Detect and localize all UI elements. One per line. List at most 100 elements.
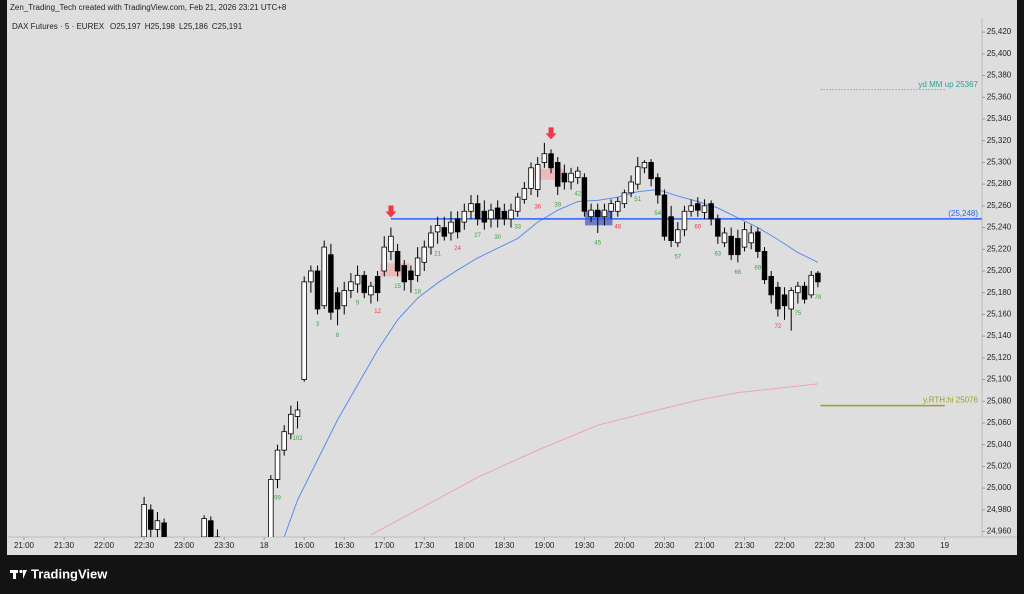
bar-count: 3 (316, 322, 320, 328)
bar-count: 66 (734, 270, 741, 276)
candle-body (334, 292, 341, 310)
y-tick-label: 25,400 (987, 49, 1012, 58)
y-tick-label: 25,260 (987, 201, 1012, 210)
y-tick-label: 25,080 (987, 396, 1012, 405)
candle-body (761, 251, 768, 281)
signal-arrow (545, 127, 557, 140)
bar-count: 24 (454, 246, 461, 252)
candle-body (314, 270, 321, 310)
level-label: y.RTH.hi 25076 (923, 396, 978, 405)
candle-body (354, 274, 361, 285)
bar-count: 60 (694, 224, 701, 230)
candle-body (294, 409, 301, 417)
bar-count: 51 (634, 197, 641, 203)
candle-body (548, 153, 554, 169)
brand-logo: TradingView (10, 566, 108, 581)
candle-body (514, 196, 521, 212)
candle-body (148, 509, 154, 530)
y-tick-label: 25,420 (987, 27, 1012, 36)
candle-body (608, 203, 614, 212)
y-tick-label: 25,160 (987, 310, 1012, 319)
y-tick-label: 25,140 (987, 331, 1012, 340)
candle-body (501, 210, 508, 220)
y-tick-label: 25,020 (987, 462, 1012, 471)
candle-body (481, 210, 488, 223)
x-tick-label: 19:30 (574, 541, 595, 550)
candle-body (208, 520, 214, 537)
bar-count: 48 (614, 224, 621, 230)
candle-body (421, 246, 428, 263)
candle-body (781, 294, 788, 307)
candle-body (461, 210, 468, 223)
x-tick-label: 22:30 (815, 541, 836, 550)
y-tick-label: 25,040 (987, 440, 1012, 449)
candle-body (728, 235, 734, 256)
candle-body (541, 153, 548, 163)
brand-name: TradingView (31, 566, 108, 581)
bar-count: 21 (434, 251, 441, 257)
candle-body (775, 286, 781, 310)
candle-body (675, 229, 681, 244)
candle-body (648, 162, 654, 180)
candle-body (301, 281, 307, 380)
x-tick-label: 18:00 (454, 541, 475, 550)
bar-count: 99 (274, 496, 281, 502)
bar-count: 102 (293, 436, 304, 442)
candle-body (154, 520, 161, 530)
bar-count: 72 (775, 324, 782, 330)
moving-average (370, 383, 818, 536)
candle-body (641, 162, 648, 169)
candle-body (368, 285, 374, 296)
candle-body (628, 181, 634, 194)
candle-body (408, 270, 414, 281)
candle-body (534, 164, 541, 190)
y-tick-label: 25,220 (987, 244, 1012, 253)
candle-body (601, 209, 608, 218)
y-tick-label: 25,300 (987, 158, 1012, 167)
candle-body (141, 504, 147, 537)
candle-body (434, 224, 441, 233)
y-tick-label: 25,000 (987, 483, 1012, 492)
ohlc-value: H25,198 (145, 22, 176, 31)
x-tick-label: 21:30 (54, 541, 75, 550)
candle-body (595, 209, 601, 218)
candle-body (801, 285, 808, 300)
y-tick-label: 25,360 (987, 92, 1012, 101)
candle-body (468, 203, 474, 212)
level-label: (25,248) (948, 209, 978, 218)
bar-count: 6 (336, 333, 340, 339)
candle-body (695, 203, 701, 211)
candle-body (635, 166, 641, 185)
y-tick-label: 25,100 (987, 375, 1012, 384)
candle-body (394, 251, 401, 272)
bar-count: 30 (494, 235, 501, 241)
x-tick-label: 18:30 (494, 541, 515, 550)
candle-body (568, 172, 574, 183)
candle-body (341, 290, 347, 307)
x-tick-label: 20:00 (614, 541, 635, 550)
candle-body (561, 172, 568, 183)
logo-wedge (23, 570, 27, 579)
candle-body (428, 232, 434, 248)
candle-body (401, 265, 408, 283)
candle-body (621, 192, 628, 205)
candle-body (201, 518, 207, 537)
bar-count: 57 (674, 255, 681, 261)
y-tick-label: 25,340 (987, 114, 1012, 123)
x-tick-label: 17:30 (414, 541, 435, 550)
bar-count: 78 (815, 295, 822, 301)
candle-body (441, 227, 448, 237)
candle-body (474, 203, 481, 220)
y-tick-label: 25,180 (987, 288, 1012, 297)
bar-count: 36 (534, 205, 541, 211)
symbol-title: DAX Futures · 5 · EUREX (12, 22, 105, 31)
x-tick-label: 16:30 (334, 541, 355, 550)
x-tick-label: 22:30 (134, 541, 155, 550)
candle-body (615, 201, 621, 212)
chart-panel (7, 0, 1017, 555)
axes: 24,960 24,980 25,000 25,020 25,040 25,060 25,0… (14, 27, 1012, 550)
candle-body (661, 194, 668, 237)
x-tick-label: 22:00 (775, 541, 796, 550)
bar-count: 39 (554, 203, 561, 209)
